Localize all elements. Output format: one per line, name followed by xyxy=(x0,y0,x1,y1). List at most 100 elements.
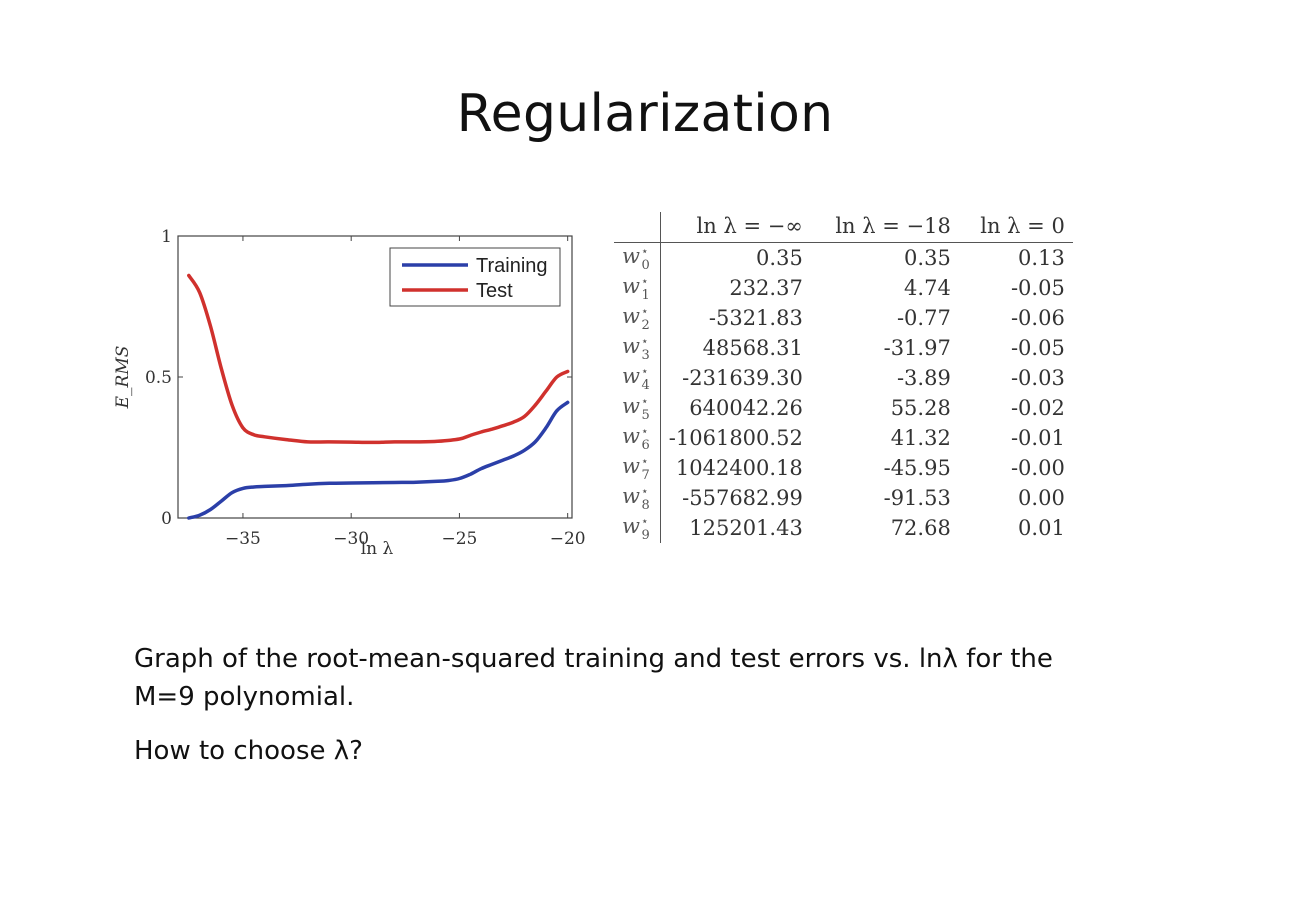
y-tick-label: 0 xyxy=(161,509,172,529)
weight-label: w⋆9 xyxy=(614,513,661,543)
table-cell: 0.00 xyxy=(1018,486,1065,510)
table-header-row: ln λ = −∞ ln λ = −18 ln λ = 0 xyxy=(614,212,1073,243)
slide-title: Regularization xyxy=(456,84,834,144)
weight-symbol: w xyxy=(622,393,640,418)
weight-label: w⋆1 xyxy=(614,273,661,303)
table-cell: -0.05 xyxy=(1010,336,1065,360)
weight-symbol: w xyxy=(622,513,640,538)
table-cell: 0.35 xyxy=(756,246,803,270)
weight-label: w⋆2 xyxy=(614,303,661,333)
weight-index: 7 xyxy=(641,467,650,483)
weight-label: w⋆3 xyxy=(614,333,661,363)
weight-index: 1 xyxy=(641,287,650,303)
weight-symbol: w xyxy=(622,483,640,508)
series-line-training xyxy=(187,400,570,520)
table-row: w⋆6 -1061800.52 41.32 -0.01 xyxy=(614,423,1073,453)
error-chart: −35 −30 −25 −20 0 0.5 1 ln λ E_RMS Training Test xyxy=(100,218,590,578)
x-axis-label: ln λ xyxy=(361,539,394,559)
table-body: w⋆0 0.35 0.35 0.13 w⋆1 232.37 4.74 -0.05 w⋆2 -532… xyxy=(614,242,1073,543)
table-cell: 4.74 xyxy=(904,276,951,300)
table-cell: -231639.30 xyxy=(682,366,803,390)
table-cell: 125201.43 xyxy=(689,516,803,540)
series-line-test xyxy=(187,273,570,445)
weight-index: 8 xyxy=(641,497,650,513)
weight-symbol: w xyxy=(622,243,640,268)
y-tick-label: 1 xyxy=(161,227,172,247)
table-row: w⋆2 -5321.83 -0.77 -0.06 xyxy=(614,303,1073,333)
weight-symbol: w xyxy=(622,333,640,358)
table-cell: 0.35 xyxy=(904,246,951,270)
legend-label-training: Training xyxy=(476,255,548,277)
weight-symbol: w xyxy=(622,363,640,388)
table-row: w⋆8 -557682.99 -91.53 0.00 xyxy=(614,483,1073,513)
weight-symbol: w xyxy=(622,273,640,298)
table-cell: -0.01 xyxy=(1010,426,1065,450)
weight-star: ⋆ xyxy=(640,393,649,408)
weight-label: w⋆5 xyxy=(614,393,661,423)
table-cell: -0.77 xyxy=(896,306,951,330)
weight-index: 0 xyxy=(641,257,650,273)
weight-star: ⋆ xyxy=(640,363,649,378)
table-cell: -91.53 xyxy=(883,486,951,510)
table-cell: -0.03 xyxy=(1010,366,1065,390)
table-cell: -5321.83 xyxy=(708,306,803,330)
y-tick-label: 0.5 xyxy=(145,368,172,388)
weight-symbol: w xyxy=(622,423,640,448)
table-cell: -0.06 xyxy=(1010,306,1065,330)
table-cell: 41.32 xyxy=(890,426,951,450)
weight-symbol: w xyxy=(622,303,640,328)
table-header-corner xyxy=(614,212,661,243)
weight-star: ⋆ xyxy=(640,303,649,318)
coefficient-table: ln λ = −∞ ln λ = −18 ln λ = 0 w⋆0 0.35 0.3… xyxy=(614,212,1073,543)
table-cell: 640042.26 xyxy=(689,396,803,420)
table-cell: -1061800.52 xyxy=(668,426,803,450)
table-header-lambda-0: ln λ = 0 xyxy=(958,212,1073,243)
table-cell: 72.68 xyxy=(890,516,951,540)
weight-star: ⋆ xyxy=(640,273,649,288)
weight-star: ⋆ xyxy=(640,243,649,258)
x-tick-label: −35 xyxy=(225,529,261,549)
table-cell: -31.97 xyxy=(883,336,951,360)
weight-label: w⋆4 xyxy=(614,363,661,393)
weight-star: ⋆ xyxy=(640,333,649,348)
weight-star: ⋆ xyxy=(640,483,649,498)
x-tick-label: −30 xyxy=(333,529,369,549)
table-cell: -45.95 xyxy=(883,456,951,480)
table-header-lambda-neg-inf: ln λ = −∞ xyxy=(660,212,811,243)
weight-label: w⋆0 xyxy=(614,242,661,273)
table-cell: -0.02 xyxy=(1010,396,1065,420)
weight-label: w⋆6 xyxy=(614,423,661,453)
table-cell: 48568.31 xyxy=(702,336,803,360)
table-row: w⋆5 640042.26 55.28 -0.02 xyxy=(614,393,1073,423)
weight-index: 3 xyxy=(641,347,650,363)
table-cell: -0.05 xyxy=(1010,276,1065,300)
weight-index: 4 xyxy=(641,377,650,393)
table-cell: 0.13 xyxy=(1018,246,1065,270)
weight-star: ⋆ xyxy=(640,453,649,468)
weight-star: ⋆ xyxy=(640,423,649,438)
error-chart-svg: −35 −30 −25 −20 0 0.5 1 ln λ E_RMS Training Test xyxy=(113,227,586,559)
x-tick-label: −25 xyxy=(441,529,477,549)
y-axis-label: E_RMS xyxy=(113,346,133,410)
table-row: w⋆3 48568.31 -31.97 -0.05 xyxy=(614,333,1073,363)
caption-line-1: Graph of the root-mean-squared training … xyxy=(134,644,1053,674)
table-cell: 1042400.18 xyxy=(675,456,803,480)
table-row: w⋆7 1042400.18 -45.95 -0.00 xyxy=(614,453,1073,483)
table-header-lambda-neg-18: ln λ = −18 xyxy=(810,212,959,243)
question-text: How to choose λ? xyxy=(134,736,363,766)
weight-index: 2 xyxy=(641,317,650,333)
table-cell: -557682.99 xyxy=(682,486,803,510)
weight-label: w⋆8 xyxy=(614,483,661,513)
table-cell: -0.00 xyxy=(1010,456,1065,480)
weight-index: 6 xyxy=(641,437,650,453)
table-row: w⋆1 232.37 4.74 -0.05 xyxy=(614,273,1073,303)
weight-star: ⋆ xyxy=(640,513,649,528)
table-row: w⋆9 125201.43 72.68 0.01 xyxy=(614,513,1073,543)
weight-symbol: w xyxy=(622,453,640,478)
legend-label-test: Test xyxy=(476,280,513,302)
x-tick-label: −20 xyxy=(550,529,586,549)
table-cell: 232.37 xyxy=(729,276,803,300)
caption-line-2: M=9 polynomial. xyxy=(134,682,355,712)
weight-label: w⋆7 xyxy=(614,453,661,483)
table-cell: 0.01 xyxy=(1018,516,1065,540)
